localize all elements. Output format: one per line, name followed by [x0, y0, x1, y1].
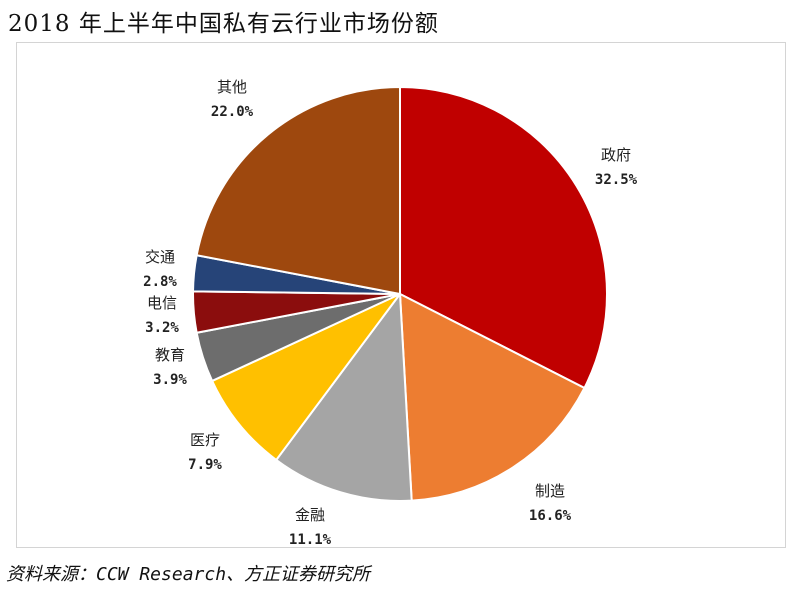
pie-slice-3	[210, 293, 401, 462]
source-note: 资料来源：CCW Research、方正证券研究所	[6, 564, 371, 585]
pie-slice-2	[274, 291, 413, 502]
slice-value-3: 7.9%	[188, 457, 222, 473]
pie-slice-0	[399, 85, 608, 390]
slice-label-1: 制造	[535, 482, 565, 500]
chart-title: 2018 年上半年中国私有云行业市场份额	[8, 11, 439, 37]
slice-value-2: 11.1%	[289, 532, 332, 548]
pie-chart: 政府 32.5% 制造 16.6% 金融 11.1% 医疗 7.9% 教育 3.9% 电信 3.2% 交…	[143, 78, 638, 548]
pie-slice-1	[398, 292, 586, 502]
slice-label-2: 金融	[295, 506, 325, 524]
chart-frame	[16, 42, 786, 548]
pie-slice-7	[195, 85, 401, 296]
slice-value-7: 22.0%	[211, 104, 254, 120]
slice-value-5: 3.2%	[145, 320, 179, 336]
slice-label-6: 交通	[145, 248, 175, 266]
slice-value-6: 2.8%	[143, 274, 177, 290]
slice-label-4: 教育	[155, 346, 185, 364]
slice-label-5: 电信	[147, 294, 177, 312]
slice-label-0: 政府	[601, 146, 631, 164]
slice-label-3: 医疗	[190, 431, 220, 449]
slice-value-4: 3.9%	[153, 372, 187, 388]
slice-value-0: 32.5%	[595, 172, 638, 188]
slice-label-7: 其他	[217, 78, 247, 96]
slice-value-1: 16.6%	[529, 508, 572, 524]
